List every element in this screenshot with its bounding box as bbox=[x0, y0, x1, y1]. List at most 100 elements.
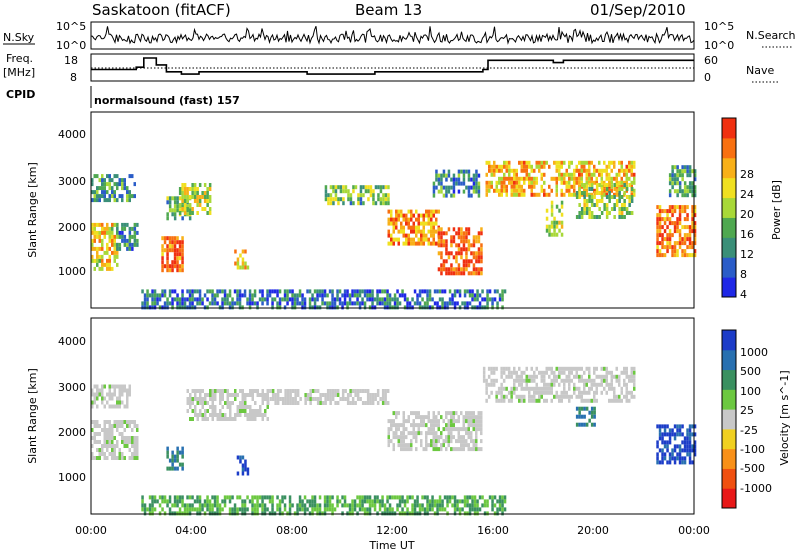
heatmap-cell bbox=[98, 392, 101, 397]
heatmap-cell bbox=[661, 440, 664, 445]
heatmap-cell bbox=[415, 447, 418, 452]
heatmap-cell bbox=[515, 180, 518, 185]
heatmap-cell bbox=[593, 410, 596, 415]
heatmap-cell bbox=[483, 499, 487, 504]
heatmap-cell bbox=[407, 447, 410, 452]
heatmap-cell bbox=[590, 183, 594, 187]
heatmap-cell bbox=[625, 168, 628, 173]
heatmap-cell bbox=[181, 462, 184, 467]
heatmap-cell bbox=[496, 507, 499, 512]
heatmap-cell bbox=[540, 378, 543, 383]
heatmap-cell bbox=[585, 160, 588, 165]
heatmap-cell bbox=[211, 389, 214, 393]
heatmap-cell bbox=[366, 393, 370, 397]
heatmap-cell bbox=[186, 305, 189, 310]
heatmap-cell bbox=[121, 420, 124, 424]
heatmap-cell bbox=[173, 495, 177, 500]
heatmap-cell bbox=[106, 198, 109, 203]
heatmap-cell bbox=[301, 297, 304, 302]
heatmap-cell bbox=[311, 293, 314, 298]
heatmap-cell bbox=[518, 192, 521, 197]
heatmap-cell bbox=[338, 301, 342, 306]
heatmap-cell bbox=[691, 460, 694, 465]
heatmap-cell bbox=[366, 495, 369, 500]
heatmap-cell bbox=[433, 499, 437, 504]
heatmap-cell bbox=[520, 370, 523, 375]
heatmap-cell bbox=[186, 289, 189, 294]
heatmap-cell bbox=[666, 245, 669, 250]
heatmap-cell bbox=[113, 190, 116, 195]
heatmap-cell bbox=[417, 217, 420, 222]
heatmap-cell bbox=[98, 222, 101, 227]
heatmap-cell bbox=[383, 503, 387, 508]
heatmap-cell bbox=[452, 415, 455, 420]
heatmap-cell bbox=[686, 444, 689, 449]
heatmap-cell bbox=[540, 370, 543, 375]
heatmap-cell bbox=[501, 511, 504, 516]
heatmap-cell bbox=[585, 168, 588, 173]
heatmap-cell bbox=[518, 366, 521, 371]
heatmap-cell bbox=[216, 511, 219, 516]
heatmap-cell bbox=[513, 390, 516, 395]
heatmap-cell bbox=[442, 185, 446, 190]
heatmap-cell bbox=[121, 178, 124, 183]
heatmap-cell bbox=[472, 415, 475, 420]
heatmap-cell bbox=[101, 266, 104, 271]
heatmap-cell bbox=[332, 197, 335, 202]
heatmap-cell bbox=[560, 398, 563, 403]
heatmap-cell bbox=[191, 289, 194, 294]
heatmap-cell bbox=[658, 428, 662, 433]
heatmap-cell bbox=[623, 370, 626, 375]
heatmap-cell bbox=[291, 293, 294, 298]
heatmap-cell bbox=[630, 180, 633, 185]
heatmap-cell bbox=[101, 186, 104, 191]
heatmap-cell bbox=[390, 221, 393, 226]
heatmap-cell bbox=[658, 209, 662, 214]
heatmap-cell bbox=[173, 208, 177, 213]
heatmap-cell bbox=[583, 195, 586, 199]
heatmap-cell bbox=[203, 191, 207, 195]
heatmap-cell bbox=[466, 305, 469, 310]
heatmap-cell bbox=[625, 386, 628, 391]
heatmap-cell bbox=[580, 172, 583, 177]
heatmap-cell bbox=[244, 405, 247, 409]
heatmap-cell bbox=[550, 390, 553, 395]
heatmap-cell bbox=[676, 432, 679, 437]
heatmap-cell bbox=[383, 301, 387, 306]
heatmap-cell bbox=[206, 305, 209, 310]
heatmap-cell bbox=[595, 191, 599, 195]
heatmap-cell bbox=[371, 293, 374, 298]
heatmap-cell bbox=[286, 397, 290, 401]
heatmap-cell bbox=[258, 297, 262, 302]
heatmap-cell bbox=[387, 193, 390, 198]
heatmap-cell bbox=[377, 193, 380, 198]
heatmap-cell bbox=[181, 183, 184, 187]
heatmap-cell bbox=[471, 507, 474, 512]
heatmap-cell bbox=[498, 176, 501, 181]
heatmap-cell bbox=[358, 301, 362, 306]
heatmap-cell bbox=[570, 370, 573, 375]
heatmap-cell bbox=[278, 499, 282, 504]
heatmap-cell bbox=[693, 209, 697, 214]
heatmap-cell bbox=[447, 411, 450, 416]
heatmap-cell bbox=[193, 297, 197, 302]
heatmap-cell bbox=[668, 436, 672, 441]
heatmap-cell bbox=[198, 203, 202, 207]
heatmap-cell bbox=[446, 499, 449, 504]
heatmap-cell bbox=[691, 169, 694, 174]
heatmap-cell bbox=[344, 397, 347, 401]
heatmap-cell bbox=[593, 180, 596, 185]
heatmap-cell bbox=[186, 297, 189, 302]
heatmap-cell bbox=[91, 428, 94, 432]
heatmap-cell bbox=[658, 253, 662, 258]
heatmap-cell bbox=[397, 439, 400, 444]
heatmap-cell bbox=[218, 507, 222, 512]
heatmap-cell bbox=[565, 390, 568, 395]
heatmap-cell bbox=[373, 503, 377, 508]
heatmap-cell bbox=[168, 208, 172, 213]
heatmap-cell bbox=[663, 245, 667, 250]
heatmap-cell bbox=[540, 184, 543, 189]
heatmap-cell bbox=[432, 237, 435, 242]
heatmap-cell bbox=[274, 397, 277, 401]
heatmap-cell bbox=[437, 435, 440, 440]
